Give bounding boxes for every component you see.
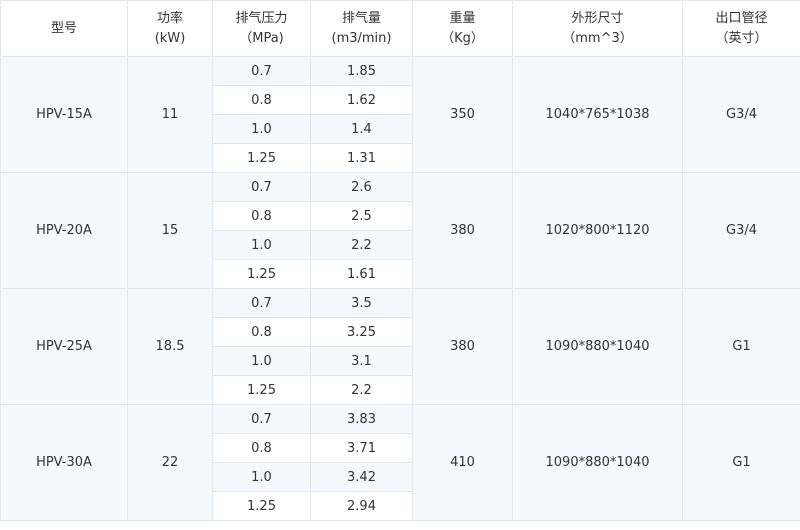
dimensions-cell: 1090*880*1040 <box>512 288 683 405</box>
pressure-cell: 0.8 <box>212 85 311 115</box>
power-cell: 11 <box>127 56 213 173</box>
outlet-cell: G1 <box>682 404 800 521</box>
flow-cell: 1.4 <box>310 114 413 144</box>
pressure-cell: 1.25 <box>212 143 311 173</box>
outlet-cell: G1 <box>682 288 800 405</box>
header-row: 型号 功率 (kW) 排气压力 （MPa) 排气量 (m3/min) 重量 （Kg） 外形尺寸 （m… <box>0 0 800 57</box>
table-row: HPV-15A 11 0.7 1.85 350 1040*765*1038 G3/4 <box>0 56 800 173</box>
dimensions-cell: 1020*800*1120 <box>512 172 683 289</box>
flow-cell: 3.42 <box>310 462 413 492</box>
header-line-1: 功率 <box>156 10 183 26</box>
flow-cell: 1.62 <box>310 85 413 115</box>
dimensions-cell: 1090*880*1040 <box>512 404 683 521</box>
pressure-cell: 1.25 <box>212 375 311 405</box>
column-header: 外形尺寸 （mm^3） <box>512 0 683 57</box>
pressure-cell: 0.8 <box>212 317 311 347</box>
pressure-cell: 1.0 <box>212 346 311 376</box>
model-cell: HPV-25A <box>0 288 128 405</box>
model-cell: HPV-20A <box>0 172 128 289</box>
flow-cell: 2.6 <box>310 172 413 202</box>
column-header: 排气量 (m3/min) <box>310 0 413 57</box>
dimensions-cell: 1040*765*1038 <box>512 56 683 173</box>
flow-cell: 2.2 <box>310 375 413 405</box>
header-line-1: 型号 <box>50 20 77 36</box>
weight-cell: 350 <box>412 56 513 173</box>
flow-cell: 3.1 <box>310 346 413 376</box>
column-header: 排气压力 （MPa) <box>212 0 311 57</box>
header-line-2: (kW) <box>154 30 186 46</box>
header-line-2: （英寸） <box>715 30 768 46</box>
pressure-cell: 1.0 <box>212 462 311 492</box>
header-line-2: (m3/min) <box>331 30 392 46</box>
header-line-1: 重量 <box>449 10 476 26</box>
model-cell: HPV-15A <box>0 56 128 173</box>
table-row: 1.25 1.61 <box>1 259 800 289</box>
table-row: 0.8 1.62 <box>1 85 800 115</box>
weight-cell: 410 <box>412 404 513 521</box>
table-row: HPV-20A 15 0.7 2.6 380 1020*800*1120 G3/4 <box>0 172 800 289</box>
weight-cell: 380 <box>412 172 513 289</box>
pressure-cell: 1.25 <box>212 259 311 289</box>
flow-cell: 1.85 <box>310 56 413 86</box>
pressure-cell: 0.7 <box>212 288 311 318</box>
power-cell: 22 <box>127 404 213 521</box>
pressure-cell: 1.0 <box>212 114 311 144</box>
table-row: 0.8 2.5 <box>1 201 800 231</box>
weight-cell: 380 <box>412 288 513 405</box>
pressure-cell: 0.7 <box>212 404 311 434</box>
table-row: HPV-30A 22 0.7 3.83 410 1090*880*1040 G1 <box>0 404 800 521</box>
pressure-cell: 0.8 <box>212 433 311 463</box>
table-row: 1.0 3.1 <box>1 346 800 376</box>
pressure-cell: 0.8 <box>212 201 311 231</box>
header-line-2: （Kg） <box>441 30 484 46</box>
power-cell: 15 <box>127 172 213 289</box>
table-row: 1.0 3.42 <box>1 462 800 492</box>
header-line-2: （mm^3） <box>562 30 633 46</box>
flow-cell: 3.5 <box>310 288 413 318</box>
power-cell: 18.5 <box>127 288 213 405</box>
table-row: 1.25 1.31 <box>1 143 800 173</box>
model-cell: HPV-30A <box>0 404 128 521</box>
pressure-cell: 0.7 <box>212 172 311 202</box>
flow-cell: 3.71 <box>310 433 413 463</box>
table-row: 0.8 3.71 <box>1 433 800 463</box>
flow-cell: 2.94 <box>310 491 413 521</box>
column-header: 重量 （Kg） <box>412 0 513 57</box>
table-row: 0.8 3.25 <box>1 317 800 347</box>
column-header: 出口管径 （英寸） <box>682 0 800 57</box>
flow-cell: 2.2 <box>310 230 413 260</box>
flow-cell: 3.25 <box>310 317 413 347</box>
table-row: HPV-25A 18.5 0.7 3.5 380 1090*880*1040 G1 <box>0 288 800 405</box>
column-header: 型号 <box>0 0 128 57</box>
pressure-cell: 1.25 <box>212 491 311 521</box>
header-line-1: 出口管径 <box>715 10 768 26</box>
outlet-cell: G3/4 <box>682 56 800 173</box>
header-line-1: 排气量 <box>341 10 381 26</box>
header-line-1: 排气压力 <box>235 10 288 26</box>
flow-cell: 3.83 <box>310 404 413 434</box>
flow-cell: 1.61 <box>310 259 413 289</box>
flow-cell: 1.31 <box>310 143 413 173</box>
outlet-cell: G3/4 <box>682 172 800 289</box>
table-row: 1.0 2.2 <box>1 230 800 260</box>
table-row: 1.25 2.94 <box>1 491 800 521</box>
pressure-cell: 1.0 <box>212 230 311 260</box>
header-line-1: 外形尺寸 <box>571 10 624 26</box>
header-line-2: （MPa) <box>239 30 284 46</box>
pressure-cell: 0.7 <box>212 56 311 86</box>
flow-cell: 2.5 <box>310 201 413 231</box>
column-header: 功率 (kW) <box>127 0 213 57</box>
